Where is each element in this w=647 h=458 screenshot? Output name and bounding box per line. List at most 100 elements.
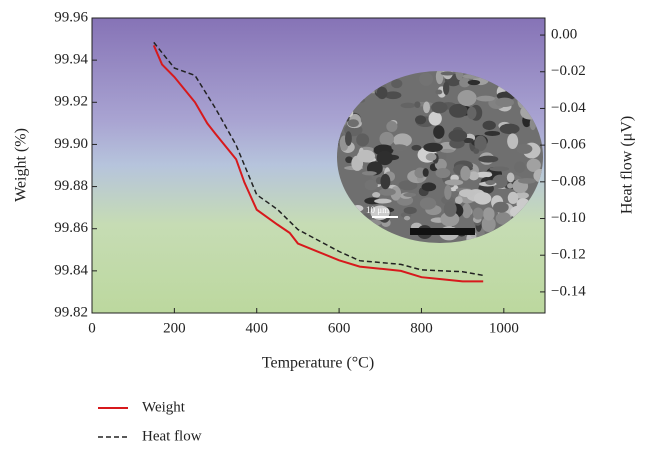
texture	[414, 101, 421, 108]
texture	[442, 81, 450, 95]
texture	[419, 72, 434, 86]
texture	[516, 143, 533, 154]
x-tick-label: 400	[245, 320, 268, 336]
series-line	[152, 45, 484, 283]
texture	[411, 144, 422, 151]
texture	[489, 166, 510, 172]
texture	[421, 182, 437, 192]
texture	[473, 148, 480, 154]
texture	[478, 155, 499, 163]
texture	[435, 71, 444, 85]
texture	[423, 142, 443, 152]
y-tick-label: 99.82	[54, 304, 88, 320]
texture	[473, 192, 492, 205]
texture	[376, 86, 388, 100]
y2-tick-label: −0.10	[551, 210, 586, 226]
texture	[403, 215, 411, 221]
inset-label: 10 μm	[366, 205, 389, 215]
y-tick-label: 99.94	[54, 52, 88, 68]
texture	[493, 201, 509, 213]
texture	[422, 168, 429, 177]
x-axis-label: Temperature (°C)	[262, 355, 374, 372]
texture	[482, 120, 496, 131]
texture	[379, 131, 395, 146]
texture	[459, 189, 475, 198]
texture	[484, 130, 501, 137]
y2-tick-label: −0.12	[551, 247, 586, 263]
y2-axis-label: Heat flow (μV)	[619, 116, 636, 214]
y2-tick-label: −0.02	[551, 63, 586, 79]
texture	[400, 102, 416, 109]
x-tick-label: 200	[163, 320, 186, 336]
texture	[361, 171, 377, 176]
texture	[379, 188, 396, 196]
texture	[357, 149, 376, 163]
texture	[440, 211, 460, 227]
texture	[460, 165, 471, 181]
texture	[372, 192, 381, 198]
texture	[514, 161, 526, 173]
texture	[455, 71, 464, 81]
x-tick-label: 600	[328, 320, 351, 336]
texture	[391, 144, 408, 151]
texture	[345, 156, 353, 164]
texture	[419, 197, 437, 210]
texture	[515, 191, 529, 199]
texture	[433, 125, 445, 139]
texture	[374, 198, 392, 204]
texture	[440, 71, 455, 76]
texture	[347, 119, 359, 128]
texture	[507, 133, 519, 150]
y-tick-label: 99.92	[54, 94, 88, 110]
texture	[474, 171, 493, 178]
texture	[476, 95, 495, 102]
texture	[425, 153, 437, 161]
texture	[526, 158, 541, 172]
texture	[468, 171, 479, 181]
texture	[482, 207, 495, 221]
y-tick-label: 99.84	[54, 262, 88, 278]
inset-scalebar	[410, 228, 475, 235]
x-tick-label: 0	[88, 320, 96, 336]
texture	[384, 91, 402, 100]
legend-label: Heat flow	[142, 428, 202, 444]
texture	[485, 180, 496, 186]
texture	[467, 106, 477, 120]
texture	[461, 203, 472, 219]
texture	[495, 211, 511, 225]
texture	[435, 89, 443, 95]
texture	[444, 179, 464, 186]
y2-tick-label: −0.06	[551, 137, 586, 153]
texture	[364, 179, 378, 191]
texture	[481, 216, 496, 233]
x-tick-label: 1000	[489, 320, 519, 336]
texture	[518, 177, 536, 184]
y-tick-label: 99.96	[54, 9, 88, 25]
series-line	[153, 41, 484, 277]
y2-tick-label: −0.08	[551, 173, 586, 189]
texture	[467, 79, 481, 86]
texture	[376, 150, 393, 166]
y-tick-label: 99.88	[54, 178, 88, 194]
texture	[495, 97, 515, 108]
texture	[492, 174, 508, 189]
texture	[423, 101, 431, 114]
texture	[507, 183, 514, 189]
texture	[506, 172, 515, 183]
y2-tick-label: 0.00	[551, 26, 577, 42]
texture	[391, 78, 403, 89]
x-tick-label: 800	[410, 320, 433, 336]
legend-label: Weight	[142, 399, 186, 415]
texture	[431, 101, 448, 114]
texture	[393, 133, 412, 147]
texture	[507, 191, 519, 204]
texture	[443, 201, 457, 217]
texture	[345, 131, 352, 146]
texture	[386, 121, 398, 132]
texture	[472, 207, 484, 220]
texture	[380, 173, 391, 190]
texture	[440, 148, 455, 153]
texture	[454, 196, 463, 205]
texture	[435, 168, 451, 179]
